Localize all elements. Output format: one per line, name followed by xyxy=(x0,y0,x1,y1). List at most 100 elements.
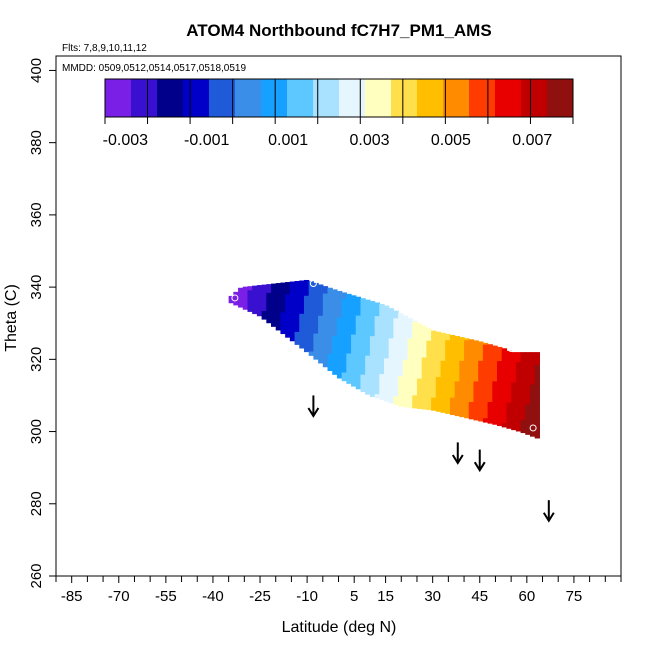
heatmap-cell xyxy=(308,342,314,348)
heatmap-cell xyxy=(416,365,423,370)
heatmap-cell xyxy=(520,419,526,425)
heatmap-cell xyxy=(464,356,470,362)
heatmap-cell xyxy=(360,335,366,340)
heatmap-cell xyxy=(299,334,305,340)
heatmap-cell xyxy=(384,379,390,385)
heatmap-cell xyxy=(313,350,319,356)
heatmap-cell xyxy=(369,374,376,380)
y-axis-label: Theta (C) xyxy=(3,284,20,352)
heatmap-cell xyxy=(336,351,343,357)
heatmap-cell xyxy=(482,400,489,406)
heatmap-cell xyxy=(256,302,263,308)
heatmap-cell xyxy=(449,392,456,398)
heatmap-cell xyxy=(482,369,489,375)
heatmap-cell xyxy=(351,312,357,318)
heatmap-cell xyxy=(341,345,347,351)
heatmap-cell xyxy=(266,318,272,324)
heatmap-cell xyxy=(388,342,395,348)
heatmap-cell xyxy=(435,346,442,352)
heatmap-cell xyxy=(459,373,465,379)
heatmap-cell xyxy=(529,379,536,385)
heatmap-cell xyxy=(482,413,489,419)
heatmap-cell xyxy=(332,289,338,293)
heatmap-cell xyxy=(365,376,371,382)
heatmap-cell xyxy=(303,286,310,292)
heatmap-cell xyxy=(473,380,479,386)
heatmap-cell xyxy=(351,299,357,305)
heatmap-cell xyxy=(346,300,352,306)
heatmap-cell xyxy=(327,288,333,294)
heatmap-cell xyxy=(374,306,380,312)
heatmap-cell xyxy=(384,327,390,333)
heatmap-cell xyxy=(416,360,423,366)
heatmap-cell xyxy=(492,372,498,378)
heatmap-cell xyxy=(464,400,470,406)
heatmap-cell xyxy=(501,422,508,428)
heatmap-cell xyxy=(421,348,427,354)
colorbar-swatch xyxy=(131,79,158,117)
heatmap-cell xyxy=(416,330,423,336)
heatmap-cell xyxy=(464,369,470,375)
heatmap-cell xyxy=(529,358,536,363)
heatmap-cell xyxy=(421,339,427,345)
heatmap-cell xyxy=(459,403,465,409)
heatmap-cell xyxy=(431,401,437,407)
heatmap-cell xyxy=(332,317,338,323)
heatmap-cell xyxy=(360,352,366,358)
heatmap-cell xyxy=(271,283,277,288)
heatmap-cell xyxy=(299,282,305,288)
heatmap-cell xyxy=(280,294,286,300)
heatmap-cell xyxy=(365,311,371,317)
heatmap-cell xyxy=(327,301,333,307)
heatmap-cell xyxy=(332,322,338,328)
heatmap-cell xyxy=(402,398,409,403)
heatmap-cell xyxy=(482,342,489,345)
heatmap-cell xyxy=(322,353,329,359)
heatmap-cell xyxy=(473,398,479,404)
heatmap-cell xyxy=(384,388,390,394)
heatmap-cell xyxy=(351,368,357,374)
heatmap-cell xyxy=(266,300,272,306)
heatmap-cell xyxy=(435,398,442,404)
heatmap-cell xyxy=(303,312,310,318)
heatmap-cell xyxy=(369,305,376,311)
heatmap-cell xyxy=(459,360,465,366)
heatmap-cell xyxy=(525,425,531,431)
heatmap-cell xyxy=(388,311,395,317)
heatmap-cell xyxy=(459,368,465,374)
heatmap-cell xyxy=(351,338,357,344)
heatmap-cell xyxy=(421,391,427,397)
heatmap-cell xyxy=(529,423,536,428)
heatmap-cell xyxy=(416,395,423,401)
heatmap-cell xyxy=(478,416,484,422)
heatmap-cell xyxy=(346,305,352,311)
heatmap-cell xyxy=(515,378,522,384)
heatmap-cell xyxy=(318,336,324,342)
heatmap-cell xyxy=(445,395,451,401)
heatmap-cell xyxy=(431,353,437,359)
heatmap-cell xyxy=(487,414,493,420)
heatmap-cell xyxy=(393,339,399,345)
heatmap-cell xyxy=(332,300,338,306)
heatmap-cell xyxy=(506,402,512,408)
heatmap-cell xyxy=(449,340,456,346)
colorbar-swatch xyxy=(287,79,314,117)
heatmap-cell xyxy=(346,326,352,332)
heatmap-cell xyxy=(388,320,395,326)
heatmap-cell xyxy=(388,368,395,374)
heatmap-cell xyxy=(478,377,484,383)
heatmap-cell xyxy=(365,303,371,309)
heatmap-cell xyxy=(492,345,498,347)
heatmap-cell xyxy=(398,323,404,329)
heatmap-cell xyxy=(431,371,437,376)
heatmap-cell xyxy=(435,341,442,347)
heatmap-cell xyxy=(313,285,319,291)
heatmap-cell xyxy=(468,375,475,381)
heatmap-cell xyxy=(308,298,314,304)
heatmap-cell xyxy=(388,376,395,382)
heatmap-cell xyxy=(285,324,291,329)
heatmap-cell xyxy=(431,362,437,368)
heatmap-cell xyxy=(426,361,432,367)
heatmap-cell xyxy=(435,402,442,408)
heatmap-cell xyxy=(285,319,291,325)
